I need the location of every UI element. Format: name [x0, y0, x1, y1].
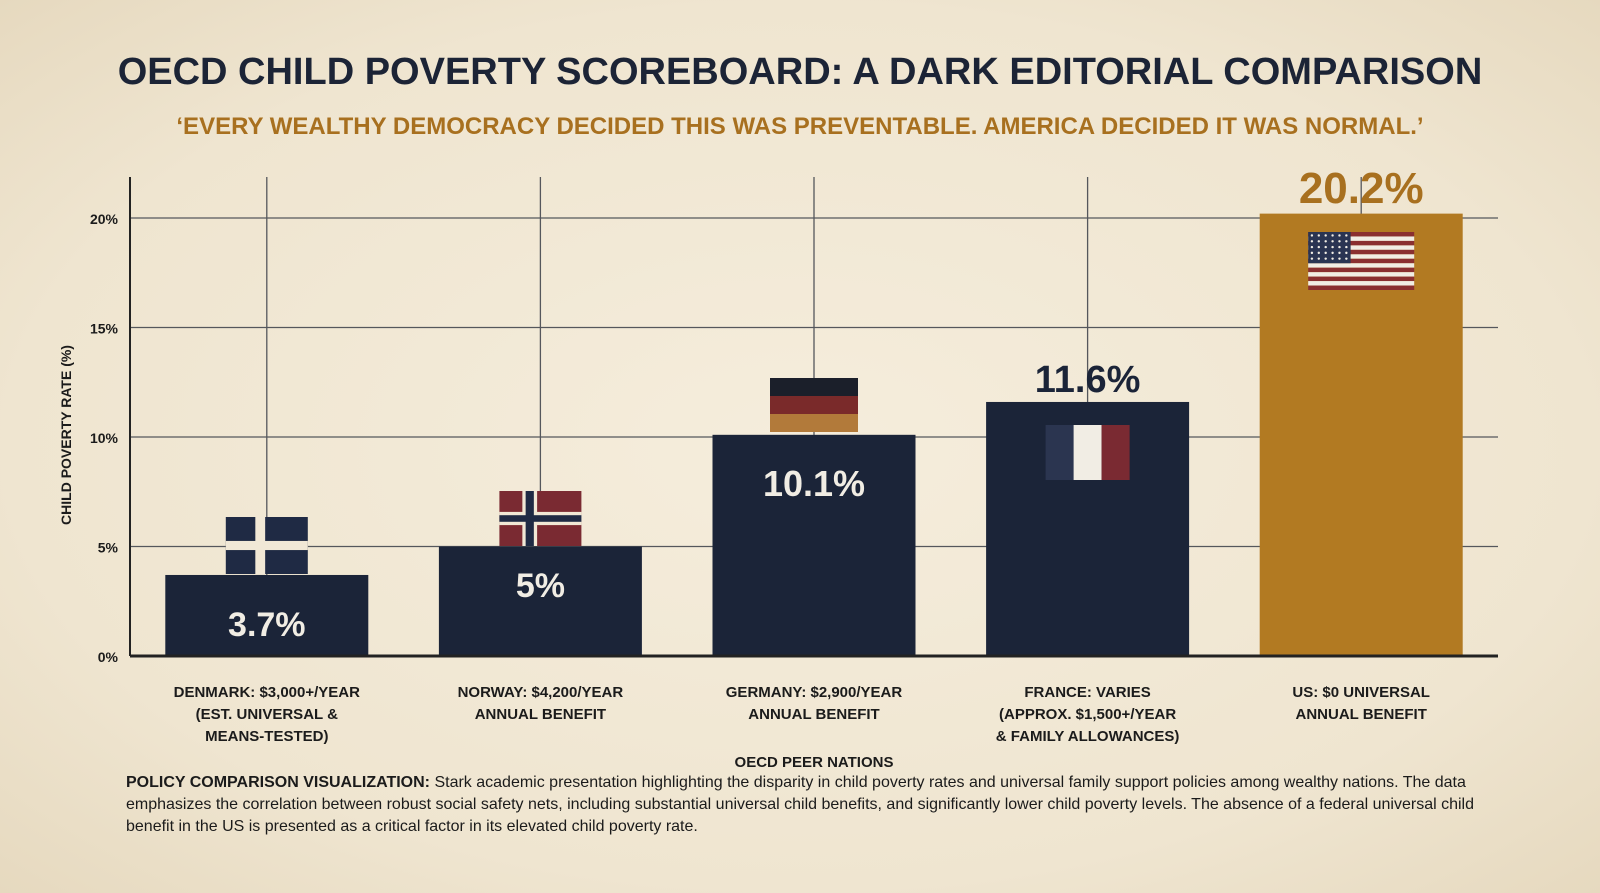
- us-flag-icon: [1308, 232, 1415, 290]
- bar-norway: [438, 546, 642, 656]
- us-flag-star: [1345, 257, 1348, 260]
- flag-part: [1308, 240, 1415, 246]
- flag-part: [1101, 425, 1130, 480]
- y-tick-label: 5%: [98, 540, 119, 556]
- flag-part: [1308, 263, 1415, 268]
- us-flag-star: [1331, 234, 1334, 237]
- flag-part: [499, 515, 582, 522]
- x-category-label: MEANS-TESTED): [205, 728, 328, 745]
- flag-part: [225, 540, 308, 551]
- us-flag-star: [1338, 245, 1341, 249]
- data-label: 11.6%: [1035, 359, 1141, 401]
- chart-subtitle: ‘EVERY WEALTHY DEMOCRACY DECIDED THIS WA…: [176, 113, 1424, 140]
- x-category-label: ANNUAL BENEFIT: [475, 706, 606, 723]
- flag-part: [1308, 272, 1415, 277]
- us-flag-star: [1317, 257, 1320, 260]
- flag-part: [1308, 276, 1415, 282]
- y-axis-title: CHILD POVERTY RATE (%): [58, 345, 74, 525]
- us-flag-star: [1331, 240, 1334, 243]
- us-flag-star: [1338, 251, 1341, 255]
- us-flag-star: [1324, 245, 1327, 249]
- y-tick-label: 20%: [90, 211, 119, 227]
- chart-title: OECD CHILD POVERTY SCOREBOARD: A DARK ED…: [117, 51, 1483, 93]
- x-category-label: NORWAY: $4,200/YEAR: [458, 684, 624, 701]
- us-flag-star: [1338, 234, 1341, 237]
- us-flag-star: [1331, 257, 1334, 260]
- footer-text: Stark academic presentation highlighting…: [126, 774, 1474, 835]
- flag-part: [1308, 267, 1415, 273]
- flag-part: [1073, 425, 1102, 480]
- us-flag-star: [1310, 240, 1314, 243]
- y-tick-label: 0%: [98, 649, 119, 665]
- x-category-label: & FAMILY ALLOWANCES): [996, 728, 1180, 745]
- flag-part: [770, 378, 858, 396]
- us-flag-star: [1338, 257, 1341, 260]
- us-flag-star: [1317, 240, 1320, 243]
- bar-germany: [712, 434, 916, 656]
- us-flag-star: [1317, 251, 1320, 255]
- us-flag-star: [1310, 257, 1314, 260]
- us-flag-star: [1331, 245, 1334, 249]
- flag-part: [1308, 254, 1415, 259]
- us-flag-star: [1310, 245, 1314, 249]
- us-flag-star: [1345, 234, 1348, 237]
- flag-part: [1308, 232, 1415, 237]
- flag-part: [1308, 245, 1415, 250]
- us-flag-star: [1310, 251, 1314, 255]
- x-category-label: FRANCE: VARIES: [1024, 684, 1150, 701]
- x-category-label: GERMANY: $2,900/YEAR: [726, 684, 903, 701]
- x-category-label: ANNUAL BENEFIT: [1296, 706, 1427, 723]
- flag-part: [770, 414, 858, 432]
- norway-flag-icon: [499, 491, 582, 546]
- flag-part: [1045, 425, 1074, 480]
- flag-part: [770, 396, 858, 414]
- bar-denmark: [165, 574, 369, 656]
- us-flag-star: [1345, 245, 1348, 249]
- flag-part: [1308, 281, 1415, 286]
- data-label: 3.7%: [228, 606, 306, 644]
- us-flag-star: [1310, 234, 1314, 237]
- footer-description: POLICY COMPARISON VISUALIZATION: Stark a…: [126, 772, 1506, 838]
- flag-part: [1308, 236, 1415, 241]
- data-label: 20.2%: [1299, 164, 1424, 213]
- us-flag-star: [1338, 240, 1341, 243]
- x-category-label: US: $0 UNIVERSAL: [1292, 684, 1430, 701]
- us-flag-star: [1324, 240, 1327, 243]
- us-flag-star: [1324, 234, 1327, 237]
- flag-part: [1308, 285, 1415, 290]
- us-flag-star: [1331, 251, 1334, 255]
- footer-lead: POLICY COMPARISON VISUALIZATION:: [126, 774, 431, 791]
- y-tick-label: 10%: [90, 430, 119, 446]
- data-label: 5%: [516, 567, 565, 605]
- germany-flag-icon: [770, 378, 858, 432]
- us-flag-star: [1345, 251, 1348, 255]
- x-category-label: DENMARK: $3,000+/YEAR: [174, 684, 360, 701]
- flag-part: [1308, 232, 1351, 264]
- x-category-label: (APPROX. $1,500+/YEAR: [999, 706, 1176, 723]
- x-axis-title: OECD PEER NATIONS: [735, 754, 894, 771]
- flag-part: [1308, 249, 1415, 255]
- x-category-label: (EST. UNIVERSAL &: [196, 706, 338, 723]
- data-label: 10.1%: [763, 463, 865, 504]
- y-tick-label: 15%: [90, 321, 119, 337]
- x-category-label: ANNUAL BENEFIT: [748, 706, 879, 723]
- flag-part: [1308, 258, 1415, 264]
- france-flag-icon: [1045, 425, 1130, 480]
- denmark-flag-icon: [225, 517, 308, 574]
- us-flag-star: [1324, 257, 1327, 260]
- us-flag-star: [1345, 240, 1348, 243]
- us-flag-star: [1317, 234, 1320, 237]
- us-flag-star: [1324, 251, 1327, 255]
- us-flag-star: [1317, 245, 1320, 249]
